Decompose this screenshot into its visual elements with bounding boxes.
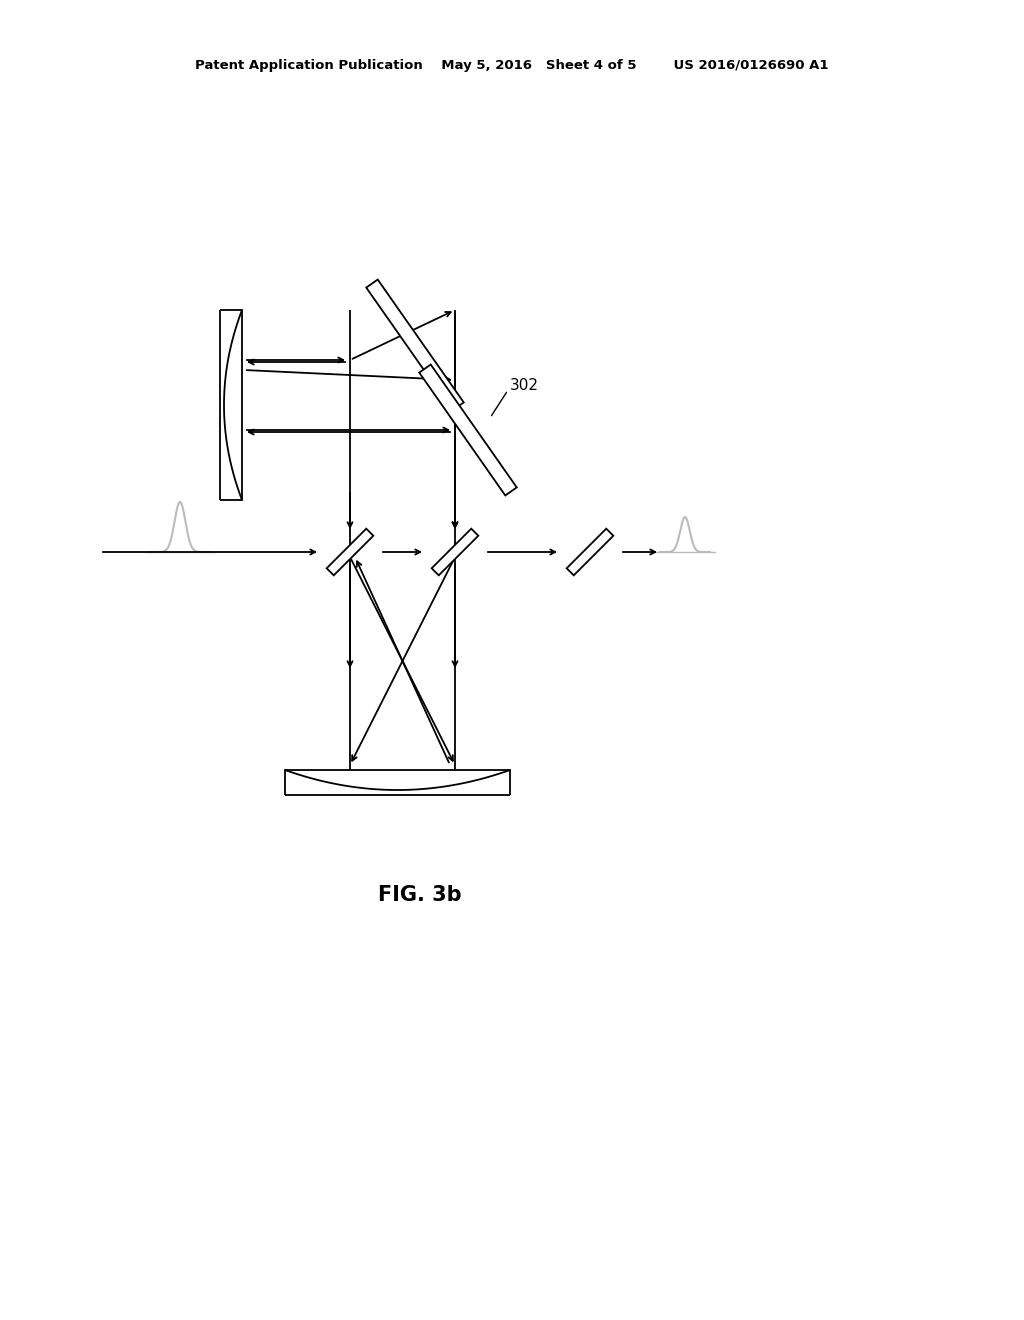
Polygon shape [419,364,517,495]
Polygon shape [566,529,613,576]
Polygon shape [327,529,374,576]
Polygon shape [367,280,464,411]
Text: FIG. 3b: FIG. 3b [378,884,462,906]
Text: Patent Application Publication    May 5, 2016   Sheet 4 of 5        US 2016/0126: Patent Application Publication May 5, 20… [196,58,828,71]
Polygon shape [432,529,478,576]
Text: 302: 302 [510,378,539,392]
